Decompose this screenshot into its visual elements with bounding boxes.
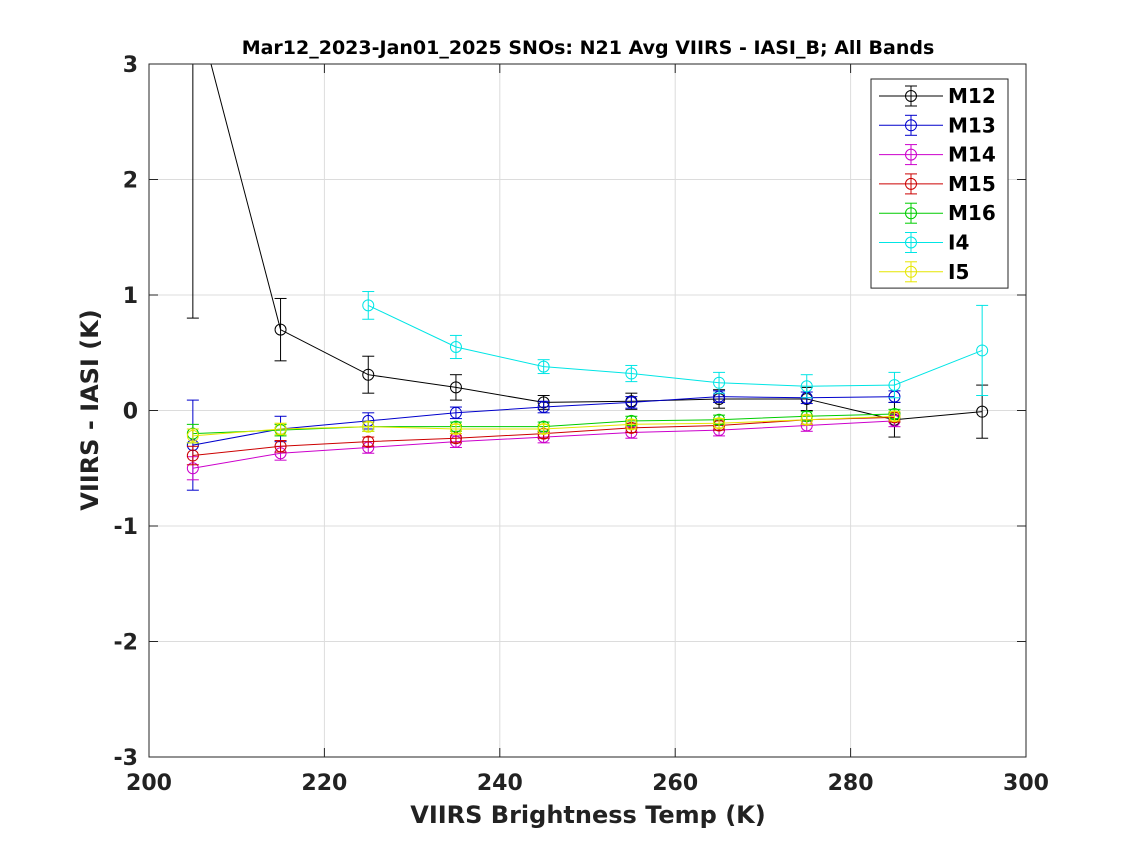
clipped-series-group — [186, 64, 989, 491]
data-point — [449, 340, 462, 353]
legend-marker — [905, 177, 917, 190]
legend-label: M13 — [948, 113, 996, 137]
data-point — [274, 323, 287, 336]
y-axis-label: VIIRS - IASI (K) — [76, 309, 104, 510]
axis-ticks: 200 220 240 260 280 300 -3 -2 -1 0 1 2 3 — [114, 53, 1049, 796]
y-tick-label: 0 — [123, 400, 138, 425]
legend-label: M12 — [948, 84, 996, 108]
data-point — [800, 380, 813, 393]
data-point — [537, 360, 550, 373]
data-point — [449, 381, 462, 394]
data-point — [186, 449, 199, 462]
series-line-m12 — [210, 64, 983, 421]
data-point — [713, 376, 726, 389]
x-tick-label: 260 — [652, 771, 698, 796]
data-point — [625, 418, 638, 431]
series-i4 — [362, 291, 989, 399]
x-tick-label: 220 — [301, 771, 347, 796]
data-point — [537, 401, 550, 414]
series-m12 — [186, 64, 989, 439]
data-point — [888, 379, 901, 392]
legend-marker — [905, 265, 917, 278]
legend-label: M15 — [948, 172, 996, 196]
legend-marker — [905, 236, 917, 249]
data-point — [537, 422, 550, 435]
y-tick-label: -2 — [114, 631, 138, 656]
data-point — [362, 368, 375, 381]
legend-label: M16 — [948, 201, 996, 225]
legend-marker — [905, 207, 917, 220]
legend-label: I5 — [948, 260, 969, 284]
data-point — [800, 413, 813, 426]
y-tick-label: 2 — [123, 169, 138, 194]
x-tick-label: 200 — [126, 771, 172, 796]
data-point — [449, 406, 462, 419]
legend-label: M14 — [948, 143, 996, 167]
legend-label: I4 — [948, 231, 969, 255]
data-series — [186, 64, 989, 491]
x-tick-label: 240 — [477, 771, 523, 796]
data-point — [362, 435, 375, 448]
data-point — [274, 422, 287, 435]
data-point — [976, 405, 989, 418]
data-point — [186, 429, 199, 442]
legend-marker — [905, 148, 917, 161]
data-point — [362, 299, 375, 312]
legend: M12 M13 M14 M15 M16 I4 I5 — [870, 78, 1009, 289]
x-tick-label: 280 — [828, 771, 874, 796]
x-tick-label: 300 — [1003, 771, 1049, 796]
x-axis-label: VIIRS Brightness Temp (K) — [410, 801, 765, 829]
series-line-i4 — [368, 304, 983, 387]
chart-title: Mar12_2023-Jan01_2025 SNOs: N21 Avg VIIR… — [242, 37, 935, 59]
y-tick-label: -3 — [114, 746, 138, 771]
data-point — [625, 396, 638, 409]
y-tick-label: 1 — [123, 284, 138, 309]
data-point — [625, 367, 638, 380]
data-point — [713, 417, 726, 430]
legend-marker — [905, 119, 917, 132]
series-i5 — [186, 410, 901, 444]
data-point — [976, 344, 989, 357]
data-point — [449, 422, 462, 435]
data-point — [888, 410, 901, 423]
data-point — [362, 420, 375, 433]
y-tick-label: 3 — [123, 53, 138, 78]
legend-marker — [905, 90, 917, 102]
data-point — [274, 440, 287, 453]
y-tick-label: -1 — [114, 515, 138, 540]
